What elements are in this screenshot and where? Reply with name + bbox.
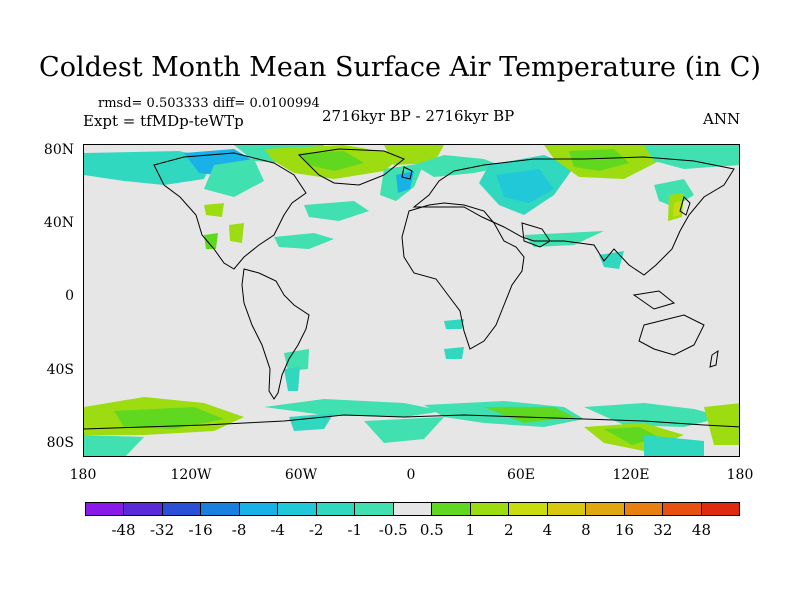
experiment-label: Expt = tfMDp-teWTp bbox=[83, 112, 244, 130]
colorbar-box bbox=[201, 503, 240, 515]
map-title: Coldest Month Mean Surface Air Temperatu… bbox=[39, 52, 761, 83]
colorbar-box bbox=[124, 503, 163, 515]
lon-label-60e: 60E bbox=[506, 467, 536, 483]
colorbar-label: 0.5 bbox=[419, 521, 444, 539]
colorbar-box bbox=[355, 503, 394, 515]
colorbar-box bbox=[624, 503, 664, 515]
lon-label-0: 0 bbox=[406, 467, 416, 483]
coastlines bbox=[84, 148, 739, 430]
anomaly-map bbox=[84, 145, 739, 456]
colorbar-label: -32 bbox=[149, 521, 175, 539]
period-label: 2716kyr BP - 2716kyr BP bbox=[322, 107, 515, 125]
colorbar-label: -4 bbox=[270, 521, 285, 539]
colorbar-label: -48 bbox=[111, 521, 136, 539]
colorbar-label: -0.5 bbox=[378, 521, 408, 539]
colorbar-label: 48 bbox=[691, 521, 712, 539]
colorbar-box bbox=[509, 503, 548, 515]
colorbar-label: 32 bbox=[653, 521, 673, 539]
colorbar-box bbox=[162, 503, 202, 515]
colorbar-label: -8 bbox=[231, 521, 247, 539]
map-panel bbox=[83, 144, 740, 457]
lat-label-40n: 40N bbox=[43, 215, 74, 231]
lat-label-80n: 80N bbox=[43, 142, 74, 158]
colorbar-box bbox=[239, 503, 279, 515]
colorbar-label: 2 bbox=[504, 521, 514, 539]
colorbar-label: -2 bbox=[308, 521, 324, 539]
lat-label-40s: 40S bbox=[46, 362, 74, 378]
colorbar-box bbox=[586, 503, 625, 515]
colorbar-box bbox=[432, 503, 471, 515]
colorbar-label: 8 bbox=[581, 521, 591, 539]
colorbar-box bbox=[278, 503, 317, 515]
anomaly-field bbox=[84, 145, 739, 456]
lat-label-80s: 80S bbox=[46, 435, 74, 451]
colorbar-box bbox=[663, 503, 702, 515]
lon-label-120e: 120E bbox=[612, 467, 650, 483]
colorbar-label: 16 bbox=[614, 521, 634, 539]
colorbar-box bbox=[86, 503, 125, 515]
stats-label: rmsd= 0.503333 diff= 0.0100994 bbox=[98, 96, 320, 111]
colorbar-label: -16 bbox=[188, 521, 213, 539]
lon-label-60w: 60W bbox=[284, 467, 318, 483]
colorbar-box bbox=[547, 503, 587, 515]
lat-label-0: 0 bbox=[65, 288, 74, 304]
colorbar-label: 4 bbox=[542, 521, 553, 539]
lon-label-120w: 120W bbox=[170, 467, 212, 483]
colorbar-box bbox=[393, 503, 433, 515]
colorbar-box bbox=[316, 503, 356, 515]
colorbar-label: -1 bbox=[347, 521, 363, 539]
colorbar-label: 1 bbox=[465, 521, 476, 539]
lon-label-180e: 180 bbox=[726, 467, 754, 483]
colorbar-box bbox=[701, 503, 739, 515]
lon-label-180w: 180 bbox=[69, 467, 97, 483]
season-label: ANN bbox=[703, 110, 741, 128]
colorbar bbox=[85, 502, 740, 516]
colorbar-box bbox=[470, 503, 510, 515]
